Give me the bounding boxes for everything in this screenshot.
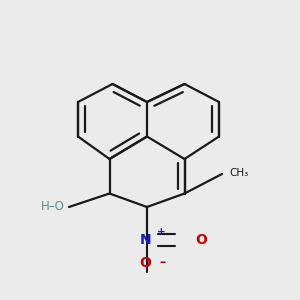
Text: +: +	[157, 226, 166, 237]
Text: O: O	[140, 256, 152, 270]
Text: H–O: H–O	[40, 200, 64, 214]
Text: N: N	[140, 233, 151, 247]
Text: CH₃: CH₃	[230, 167, 249, 178]
Text: O: O	[195, 233, 207, 247]
Text: –: –	[159, 256, 165, 269]
